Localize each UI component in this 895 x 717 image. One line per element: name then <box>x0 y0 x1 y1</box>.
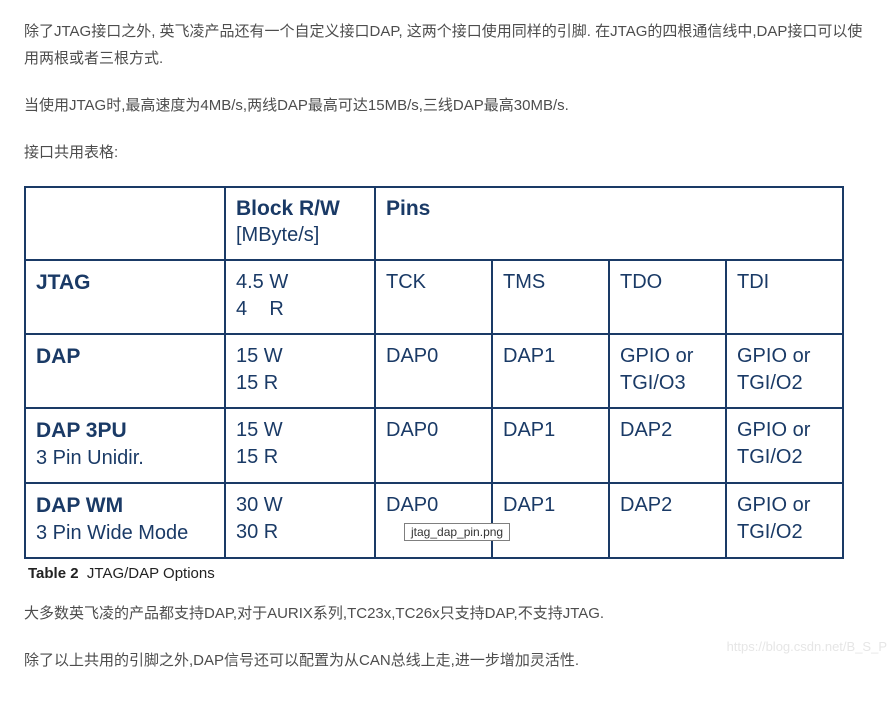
row-rw-cell: 4.5 W4 R <box>225 260 375 334</box>
table-row: JTAG4.5 W4 RTCKTMSTDOTDI <box>25 260 843 334</box>
rw-line-2: 30 R <box>236 519 364 546</box>
pin-cell: GPIO or TGI/O3 <box>609 334 726 408</box>
hdr-block-rw-main: Block R/W <box>236 197 340 220</box>
pin-cell: DAP0 <box>375 334 492 408</box>
row-title-cell: DAP 3PU3 Pin Unidir. <box>25 408 225 483</box>
pin-cell: DAP0 <box>375 408 492 483</box>
options-table: Block R/W [MByte/s] Pins JTAG4.5 W4 RTCK… <box>24 186 844 559</box>
row-rw-cell: 30 W30 R <box>225 483 375 558</box>
paragraph-2: 当使用JTAG时,最高速度为4MB/s,两线DAP最高可达15MB/s,三线DA… <box>24 92 871 119</box>
rw-line-1: 4.5 W <box>236 269 364 296</box>
pin-cell: DAP1 <box>492 408 609 483</box>
table-row: DAP WM3 Pin Wide Mode30 W30 RDAP0DAP1DAP… <box>25 483 843 558</box>
pin-cell: TDO <box>609 260 726 334</box>
pin-cell: DAP1 <box>492 483 609 558</box>
table-row: DAP 3PU3 Pin Unidir.15 W15 RDAP0DAP1DAP2… <box>25 408 843 483</box>
pin-cell: TMS <box>492 260 609 334</box>
rw-line-1: 30 W <box>236 492 364 519</box>
hdr-block-rw: Block R/W [MByte/s] <box>225 187 375 260</box>
table-caption-text: JTAG/DAP Options <box>87 565 215 582</box>
pin-cell: TCK <box>375 260 492 334</box>
pin-cell: TDI <box>726 260 843 334</box>
pin-cell: GPIO or TGI/O2 <box>726 408 843 483</box>
hdr-empty <box>25 187 225 260</box>
rw-line-2: 15 R <box>236 370 364 397</box>
paragraph-4: 大多数英飞凌的产品都支持DAP,对于AURIX系列,TC23x,TC26x只支持… <box>24 600 871 627</box>
hdr-block-rw-sub: [MByte/s] <box>236 224 319 246</box>
row-title-cell: DAP <box>25 334 225 408</box>
pin-cell: DAP0 <box>375 483 492 558</box>
table-caption-label: Table 2 <box>28 565 79 582</box>
paragraph-3: 接口共用表格: <box>24 139 871 166</box>
row-title: JTAG <box>36 269 214 297</box>
paragraph-1: 除了JTAG接口之外, 英飞凌产品还有一个自定义接口DAP, 这两个接口使用同样… <box>24 18 871 72</box>
row-title: DAP WM <box>36 492 214 520</box>
table-caption: Table 2 JTAG/DAP Options <box>28 565 871 582</box>
pin-cell: GPIO or TGI/O2 <box>726 334 843 408</box>
pin-cell: GPIO or TGI/O2 <box>726 483 843 558</box>
row-title: DAP 3PU <box>36 417 214 445</box>
table-row: DAP15 W15 RDAP0DAP1GPIO or TGI/O3GPIO or… <box>25 334 843 408</box>
table-container: Block R/W [MByte/s] Pins JTAG4.5 W4 RTCK… <box>24 186 871 559</box>
row-title-cell: JTAG <box>25 260 225 334</box>
row-rw-cell: 15 W15 R <box>225 408 375 483</box>
row-subtitle: 3 Pin Wide Mode <box>36 520 214 547</box>
row-rw-cell: 15 W15 R <box>225 334 375 408</box>
row-title: DAP <box>36 343 214 371</box>
table-body: JTAG4.5 W4 RTCKTMSTDOTDIDAP15 W15 RDAP0D… <box>25 260 843 559</box>
image-filename-tooltip: jtag_dap_pin.png <box>404 523 510 541</box>
pin-cell: DAP1 <box>492 334 609 408</box>
table-header-row: Block R/W [MByte/s] Pins <box>25 187 843 260</box>
pin-cell: DAP2 <box>609 408 726 483</box>
rw-line-1: 15 W <box>236 343 364 370</box>
row-subtitle: 3 Pin Unidir. <box>36 445 214 472</box>
paragraph-5: 除了以上共用的引脚之外,DAP信号还可以配置为从CAN总线上走,进一步增加灵活性… <box>24 647 871 674</box>
hdr-pins: Pins <box>375 187 843 260</box>
rw-line-2: 15 R <box>236 444 364 471</box>
pin-cell: DAP2 <box>609 483 726 558</box>
row-title-cell: DAP WM3 Pin Wide Mode <box>25 483 225 558</box>
rw-line-1: 15 W <box>236 417 364 444</box>
rw-line-2: 4 R <box>236 296 364 323</box>
